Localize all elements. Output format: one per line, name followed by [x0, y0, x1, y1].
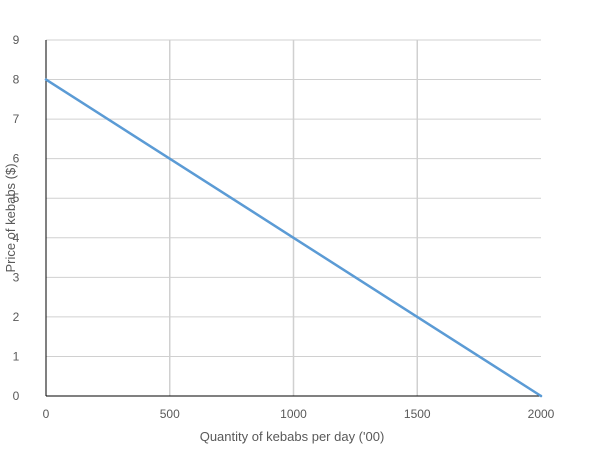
x-tick-label: 1500 [404, 407, 431, 421]
y-tick-label: 4 [13, 231, 20, 245]
y-tick-label: 9 [13, 33, 20, 47]
axis-layer [45, 40, 541, 397]
data-point [168, 157, 171, 160]
y-tick-label: 5 [13, 191, 20, 205]
y-tick-label: 7 [13, 112, 20, 126]
x-tick-label: 1000 [280, 407, 307, 421]
x-tick-label: 2000 [528, 407, 555, 421]
y-tick-label: 6 [13, 152, 20, 166]
data-point [539, 394, 543, 398]
y-tick-label: 0 [13, 389, 20, 403]
series-layer [44, 78, 543, 398]
grid-layer [46, 39, 541, 396]
y-axis-title: Price of kebabs ($) [3, 163, 18, 272]
data-point [416, 315, 419, 319]
x-tick-label: 500 [160, 407, 180, 421]
x-axis-title: Quantity of kebabs per day ('00) [200, 429, 385, 444]
y-tick-label: 3 [13, 270, 20, 284]
y-tick-label: 1 [13, 349, 20, 363]
data-point [292, 236, 295, 239]
label-layer: 0 1 2 3 4 5 6 7 8 9 0 500 1000 1500 2000 [13, 33, 555, 421]
y-tick-label: 8 [13, 73, 20, 87]
data-point [44, 78, 48, 81]
y-tick-label: 2 [13, 310, 20, 324]
x-tick-label: 0 [43, 407, 50, 421]
